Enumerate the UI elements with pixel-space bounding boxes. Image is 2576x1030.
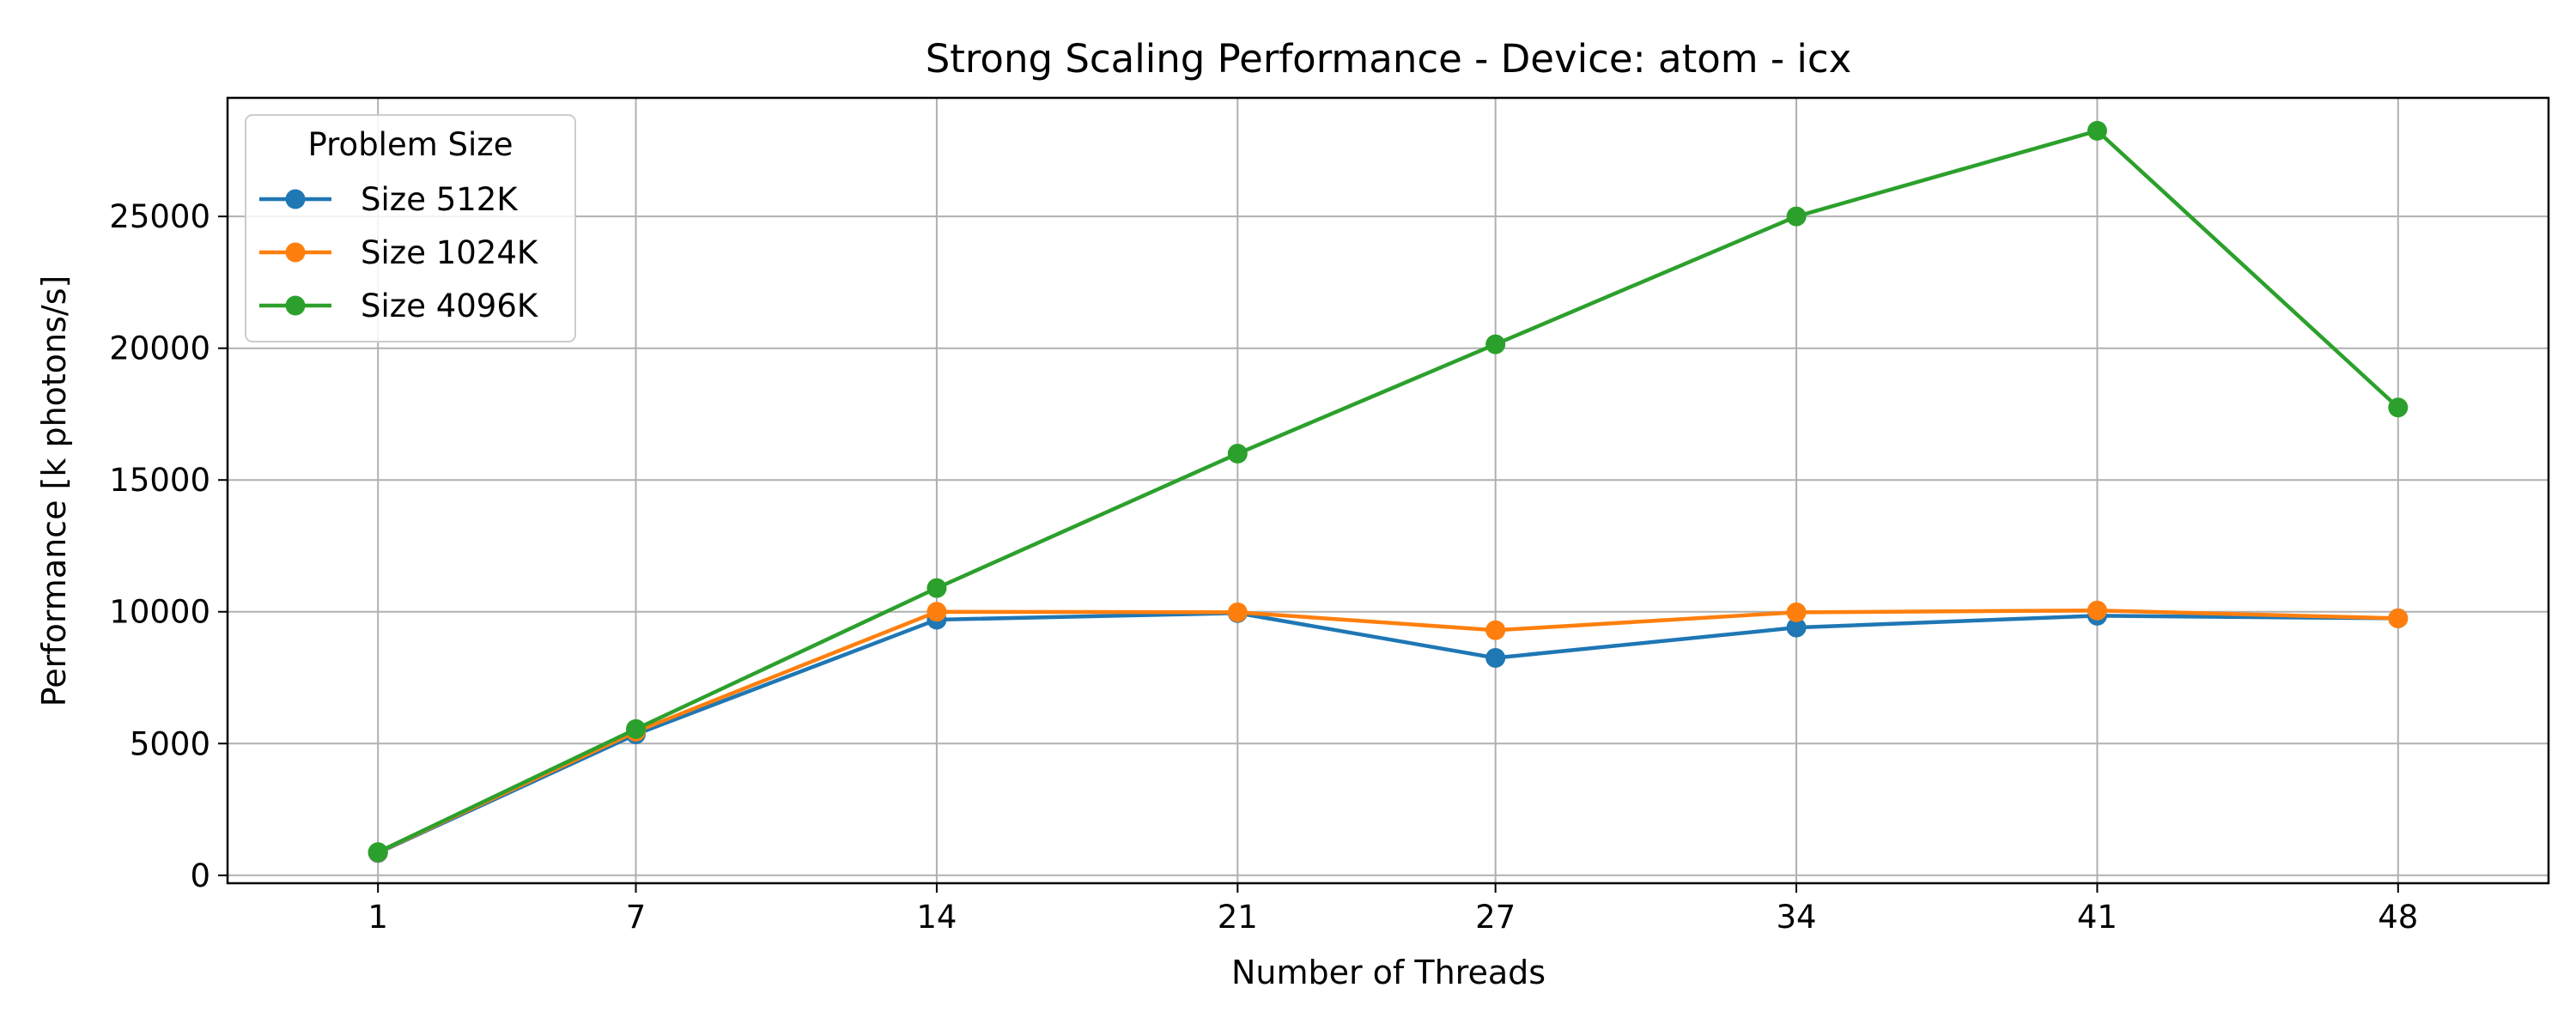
- axis-ticks: 1 7 14 21 27 34 41 48 0 5000 10000 15000 20000 25000: [109, 198, 2418, 936]
- data-point: [1485, 647, 1506, 668]
- series-1: [368, 603, 2409, 863]
- y-axis-label: Performance [k photons/s]: [35, 276, 73, 707]
- data-point: [2087, 120, 2107, 141]
- series-2: [368, 600, 2409, 863]
- legend-marker: [285, 242, 306, 263]
- legend-entry: Size 512K: [259, 181, 519, 218]
- legend: Problem Size Size 512K Size 1024K Size 409…: [245, 114, 576, 342]
- data-point: [1227, 602, 1248, 622]
- series-line: [377, 608, 2398, 855]
- data-point: [626, 718, 647, 739]
- legend-marker: [285, 189, 306, 209]
- grid-lines: [228, 98, 2549, 883]
- series-layer: [368, 120, 2409, 863]
- data-point: [2087, 600, 2107, 621]
- x-tick-label: 1: [368, 899, 388, 936]
- plot-frame: [226, 96, 2550, 885]
- data-point: [2388, 397, 2409, 418]
- data-point: [2388, 608, 2409, 628]
- x-tick-label: 14: [916, 899, 957, 936]
- legend-label: Size 4096K: [361, 288, 539, 324]
- y-tick-label: 0: [190, 857, 210, 894]
- data-point: [1227, 444, 1248, 464]
- chart-title: Strong Scaling Performance - Device: ato…: [926, 36, 1852, 82]
- series-line: [377, 611, 2398, 855]
- y-tick-label: 25000: [109, 198, 210, 235]
- series-line: [377, 129, 2400, 854]
- x-tick-label: 7: [626, 899, 647, 936]
- data-point: [927, 578, 947, 598]
- legend-entry: Size 1024K: [259, 234, 539, 271]
- data-point: [927, 602, 947, 622]
- x-tick-label: 48: [2378, 899, 2418, 936]
- data-point: [1485, 334, 1506, 354]
- legend-title: Problem Size: [308, 126, 513, 163]
- data-point: [1786, 206, 1807, 227]
- legend-marker: [285, 295, 306, 316]
- legend-box: [245, 114, 576, 342]
- y-tick-label: 10000: [109, 594, 210, 631]
- x-tick-label: 41: [2077, 899, 2117, 936]
- x-tick-label: 21: [1218, 899, 1258, 936]
- series-3: [368, 120, 2409, 863]
- legend-label: Size 512K: [361, 181, 519, 218]
- x-tick-label: 34: [1776, 899, 1816, 936]
- data-point: [1485, 620, 1506, 640]
- y-tick-label: 5000: [130, 725, 210, 762]
- y-tick-label: 20000: [109, 330, 210, 367]
- data-point: [368, 842, 388, 863]
- x-tick-label: 27: [1475, 899, 1516, 936]
- data-point: [1786, 602, 1807, 622]
- x-axis-label: Number of Threads: [1231, 954, 1546, 991]
- legend-entry: Size 4096K: [259, 288, 539, 324]
- data-point: [1786, 617, 1807, 638]
- legend-label: Size 1024K: [361, 234, 539, 271]
- y-tick-label: 15000: [109, 462, 210, 499]
